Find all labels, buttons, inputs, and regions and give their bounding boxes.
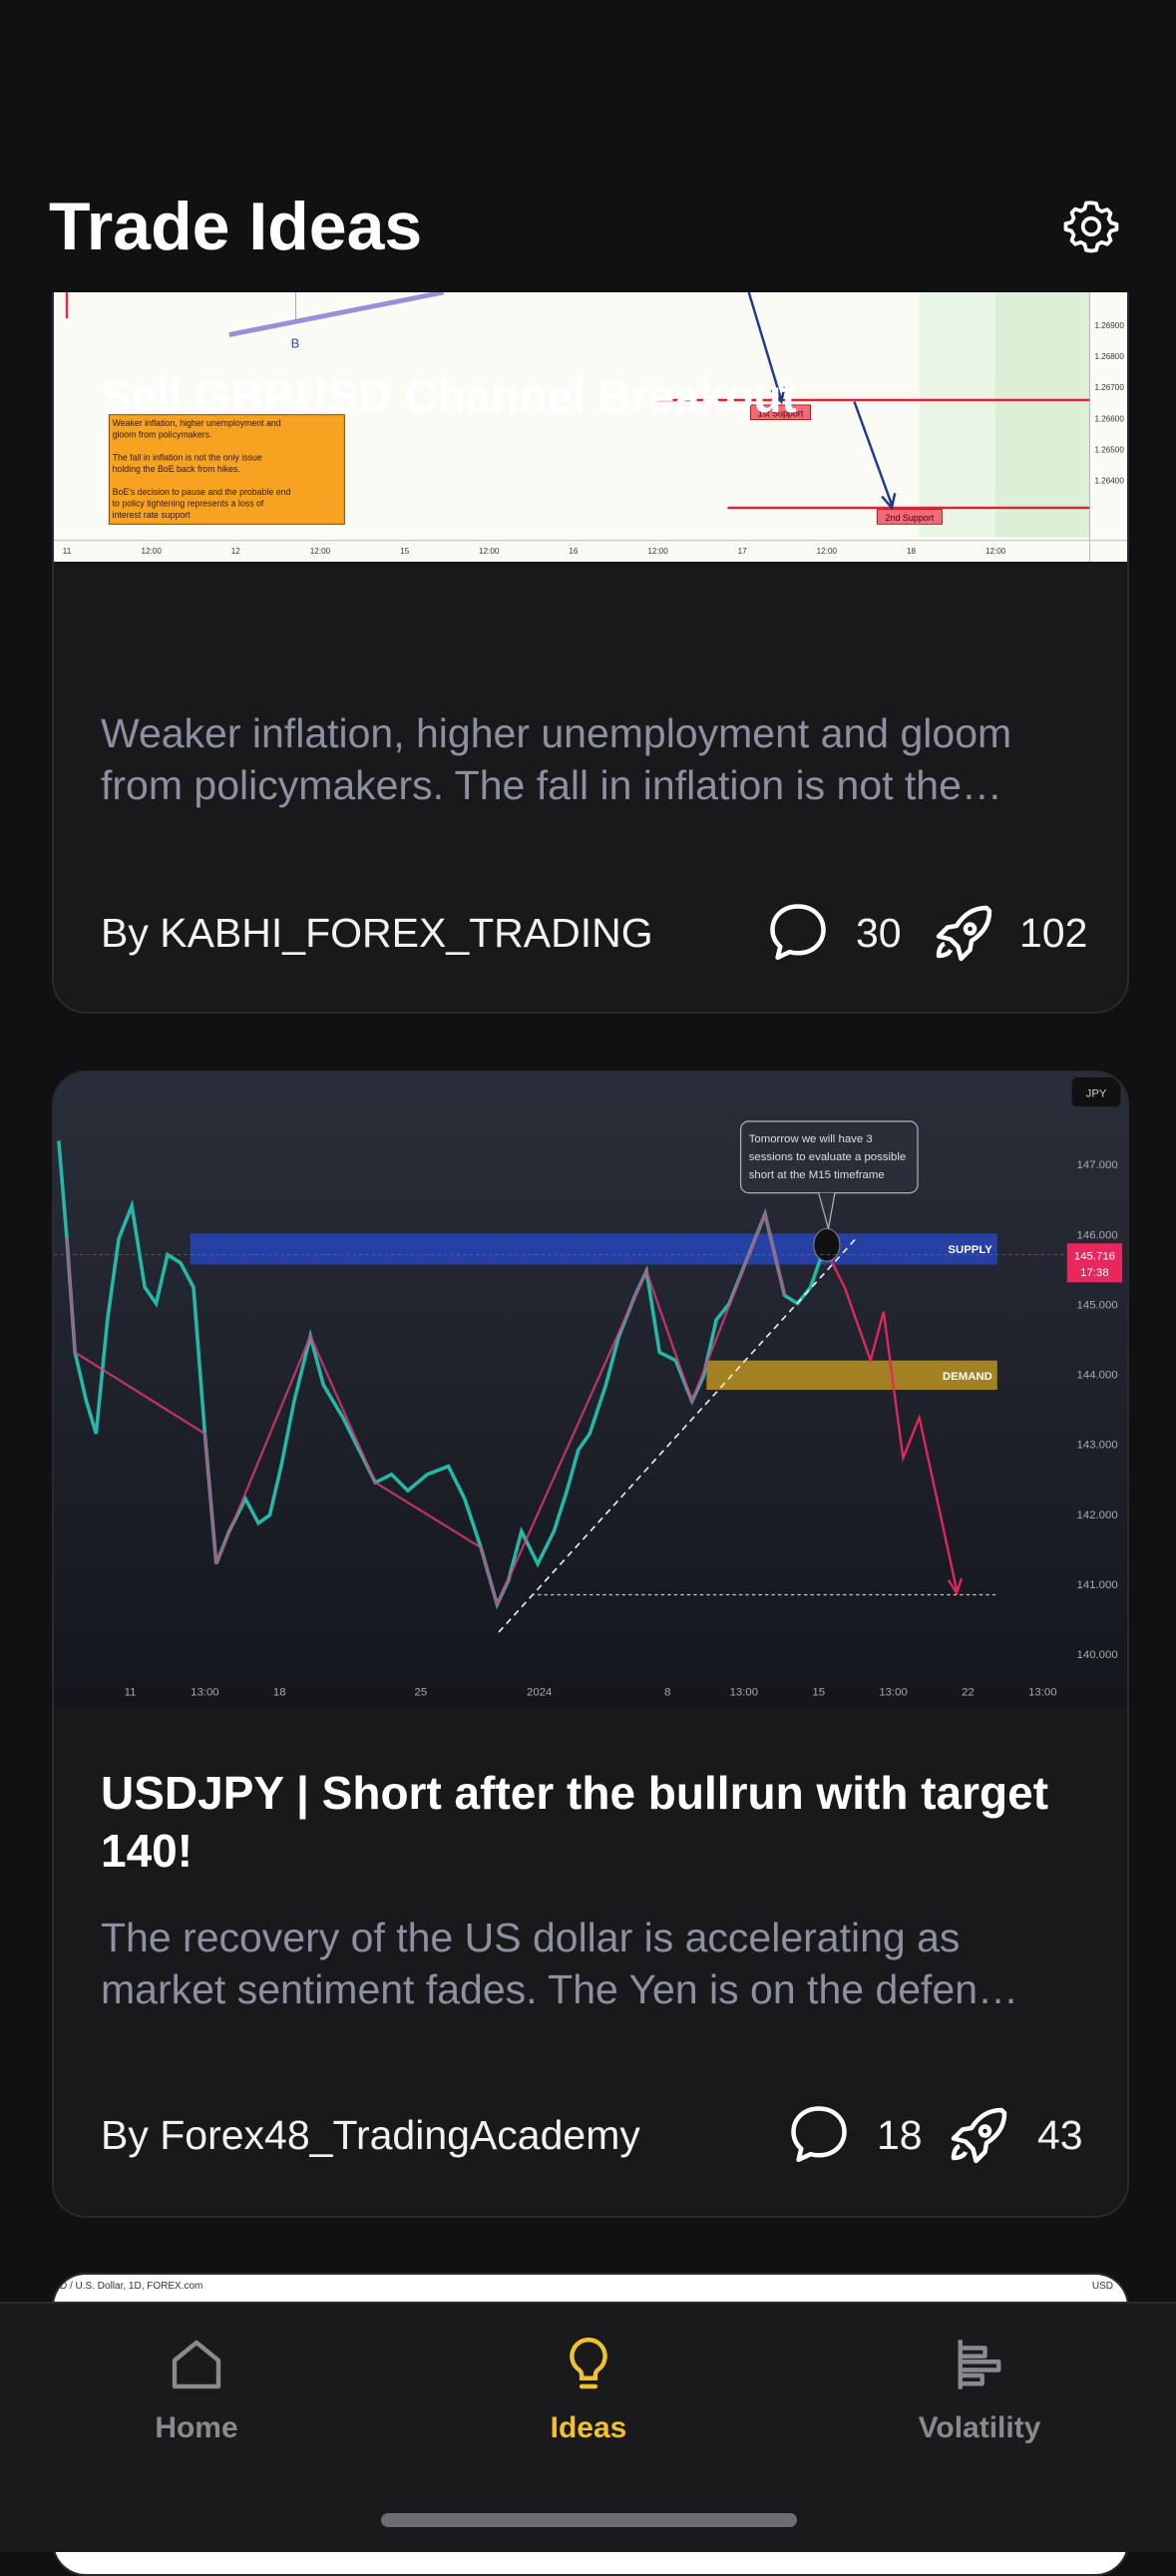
support-label: 2nd Support bbox=[885, 513, 934, 523]
time-label: 12:00 bbox=[479, 547, 500, 556]
time-label: 17 bbox=[738, 547, 748, 556]
time-label: 25 bbox=[415, 1687, 428, 1699]
last-price: 145.716 bbox=[1074, 1251, 1115, 1263]
price-label: 141.000 bbox=[1077, 1579, 1118, 1591]
time-label: 12 bbox=[231, 547, 241, 556]
idea-title: Sell GBPUSD Channel Breakout bbox=[101, 370, 797, 422]
boost-count: 102 bbox=[1019, 910, 1088, 956]
price-label: 1.26500 bbox=[1094, 445, 1124, 454]
price-label: 143.000 bbox=[1077, 1440, 1118, 1452]
price-label: 146.000 bbox=[1077, 1229, 1118, 1241]
ideas-icon bbox=[570, 2338, 607, 2389]
chart-marker: B bbox=[291, 336, 300, 351]
tab[interactable]: Ideas bbox=[550, 2411, 627, 2444]
boost-icon bbox=[951, 2107, 1007, 2164]
tab[interactable]: Home bbox=[155, 2411, 238, 2444]
chart-note: to policy tightening represents a loss o… bbox=[113, 498, 264, 508]
chart-note: holding the BoE back from hikes. bbox=[113, 464, 240, 474]
time-label: 16 bbox=[569, 547, 579, 556]
time-label: 18 bbox=[907, 547, 917, 556]
price-label: 1.26800 bbox=[1094, 352, 1124, 361]
tab-bar: Home Ideas Volatility bbox=[0, 2302, 1176, 2552]
price-label: 1.26600 bbox=[1094, 414, 1124, 423]
time-label: 15 bbox=[400, 547, 410, 556]
chart-note: The fall in inflation is not the only is… bbox=[113, 453, 262, 463]
time-label: 12:00 bbox=[141, 547, 162, 556]
price-label: 144.000 bbox=[1077, 1370, 1118, 1382]
time-label: 8 bbox=[664, 1687, 670, 1699]
price-label: 145.000 bbox=[1077, 1299, 1118, 1311]
price-label: 140.000 bbox=[1077, 1649, 1118, 1661]
zone-label: SUPPLY bbox=[948, 1244, 992, 1256]
currency-label: JPY bbox=[1086, 1087, 1107, 1099]
time-label: 13:00 bbox=[1028, 1687, 1056, 1699]
support-label: 1st Support bbox=[758, 408, 804, 418]
status-bg bbox=[0, 0, 1176, 180]
idea-description: The recovery of the US dollar is acceler… bbox=[101, 1915, 1019, 2012]
time-label: 15 bbox=[812, 1687, 825, 1699]
time-label: 22 bbox=[962, 1687, 975, 1699]
price-label: 1.26700 bbox=[1094, 383, 1124, 392]
time-label: 18 bbox=[273, 1687, 286, 1699]
comment-count: 30 bbox=[856, 910, 902, 956]
chart-note: gloom from policymakers. bbox=[113, 430, 212, 440]
idea-author: By KABHI_FOREX_TRADING bbox=[101, 910, 653, 956]
time-label: 12:00 bbox=[310, 547, 331, 556]
time-label: 11 bbox=[63, 547, 72, 556]
tab[interactable]: Volatility bbox=[918, 2411, 1041, 2444]
comment-icon bbox=[770, 904, 826, 961]
home-icon bbox=[172, 2340, 221, 2389]
idea-chart-image: SUPPLY DEMAND Tomorrow we will have 3 se… bbox=[54, 1073, 1127, 1707]
settings-button[interactable] bbox=[1061, 197, 1121, 256]
chart-note: Weaker inflation, higher unemployment an… bbox=[113, 418, 281, 428]
time-label: 13:00 bbox=[879, 1687, 907, 1699]
time-label: 13:00 bbox=[730, 1687, 758, 1699]
boost-count: 43 bbox=[1037, 2112, 1083, 2158]
price-label: 147.000 bbox=[1077, 1159, 1118, 1171]
time-label: 12:00 bbox=[647, 547, 668, 556]
chart-caption: D / U.S. Dollar, 1D, FOREX.com bbox=[60, 2281, 203, 2292]
callout-text: Tomorrow we will have 3 bbox=[749, 1133, 873, 1145]
comment-count: 18 bbox=[877, 2112, 923, 2158]
time-label: 2024 bbox=[527, 1687, 552, 1699]
boost-icon bbox=[936, 905, 992, 962]
idea-author: By Forex48_TradingAcademy bbox=[101, 2112, 640, 2158]
page-title: Trade Ideas bbox=[49, 189, 423, 264]
time-label: 12:00 bbox=[817, 547, 838, 556]
last-time: 17:38 bbox=[1080, 1267, 1108, 1279]
idea-chart-image: B 1st Support 2nd Support Weaker inflati… bbox=[54, 292, 1127, 562]
callout-text: short at the M15 timeframe bbox=[749, 1169, 885, 1181]
idea-card[interactable]: SUPPLY DEMAND Tomorrow we will have 3 se… bbox=[52, 1071, 1129, 2218]
callout-text: sessions to evaluate a possible bbox=[749, 1151, 907, 1163]
price-label: 1.26900 bbox=[1094, 321, 1124, 330]
price-label: 142.000 bbox=[1077, 1509, 1118, 1521]
volatility-icon bbox=[958, 2340, 1001, 2389]
currency-label: USD bbox=[1091, 2281, 1113, 2292]
comment-icon bbox=[791, 2106, 847, 2163]
header bbox=[0, 180, 1176, 292]
time-label: 11 bbox=[125, 1687, 137, 1699]
idea-description: Weaker inflation, higher unemployment an… bbox=[101, 710, 1012, 808]
time-label: 12:00 bbox=[985, 547, 1006, 556]
idea-title: USDJPY | Short after the bullrun with ta… bbox=[101, 1767, 1049, 1877]
home-indicator bbox=[381, 2513, 797, 2527]
chart-note: BoE's decision to pause and the probable… bbox=[113, 487, 291, 497]
time-label: 13:00 bbox=[191, 1687, 218, 1699]
price-label: 1.26400 bbox=[1094, 476, 1124, 485]
idea-card[interactable]: B 1st Support 2nd Support Weaker inflati… bbox=[52, 180, 1129, 1014]
chart-note: interest rate support bbox=[113, 510, 192, 520]
zone-label: DEMAND bbox=[943, 1371, 992, 1383]
